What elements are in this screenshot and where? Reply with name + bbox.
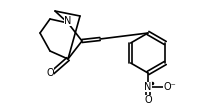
Text: N: N	[64, 16, 72, 26]
Text: N: N	[144, 82, 152, 92]
Text: O: O	[144, 95, 152, 105]
Text: O: O	[46, 68, 54, 78]
Text: O⁻: O⁻	[164, 82, 176, 92]
